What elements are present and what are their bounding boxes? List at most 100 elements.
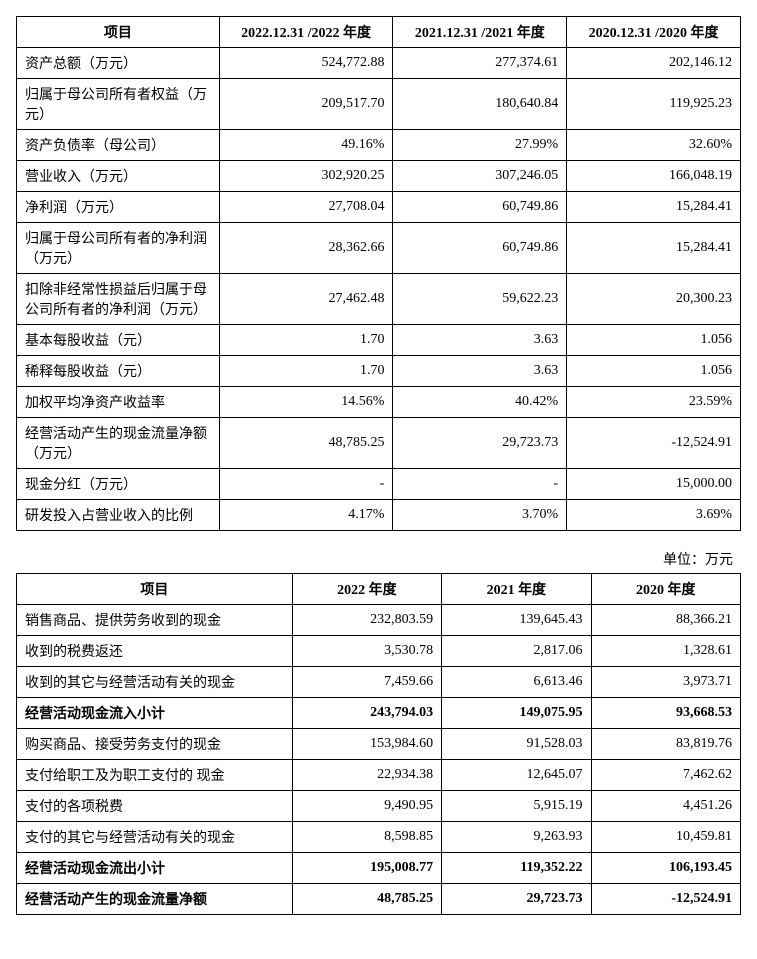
row-value: 14.56%: [219, 387, 393, 418]
row-label: 营业收入（万元）: [17, 161, 220, 192]
row-label: 稀释每股收益（元）: [17, 356, 220, 387]
row-value: 1.70: [219, 325, 393, 356]
table-row: 研发投入占营业收入的比例4.17%3.70%3.69%: [17, 500, 741, 531]
row-value: -: [219, 469, 393, 500]
row-value: 48,785.25: [219, 418, 393, 469]
table-row: 经营活动产生的现金流量净额（万元）48,785.2529,723.73-12,5…: [17, 418, 741, 469]
table1-body: 资产总额（万元）524,772.88277,374.61202,146.12归属…: [17, 48, 741, 531]
row-value: 3.69%: [567, 500, 741, 531]
row-value: 8,598.85: [292, 822, 441, 853]
row-label: 收到的税费返还: [17, 636, 293, 667]
col-header: 2021 年度: [442, 574, 591, 605]
row-value: 149,075.95: [442, 698, 591, 729]
row-value: 40.42%: [393, 387, 567, 418]
row-value: 232,803.59: [292, 605, 441, 636]
row-value: 3.63: [393, 325, 567, 356]
col-header: 项目: [17, 17, 220, 48]
table-row: 扣除非经常性损益后归属于母公司所有者的净利润（万元）27,462.4859,62…: [17, 274, 741, 325]
row-value: 243,794.03: [292, 698, 441, 729]
table-row: 现金分红（万元）--15,000.00: [17, 469, 741, 500]
row-value: 12,645.07: [442, 760, 591, 791]
unit-label: 单位：万元: [16, 549, 733, 569]
table-header-row: 项目 2022 年度 2021 年度 2020 年度: [17, 574, 741, 605]
table-header-row: 项目 2022.12.31 /2022 年度 2021.12.31 /2021 …: [17, 17, 741, 48]
row-value: 106,193.45: [591, 853, 740, 884]
col-header: 2020.12.31 /2020 年度: [567, 17, 741, 48]
row-value: 2,817.06: [442, 636, 591, 667]
table-row: 营业收入（万元）302,920.25307,246.05166,048.19: [17, 161, 741, 192]
row-value: 91,528.03: [442, 729, 591, 760]
table-row: 收到的税费返还3,530.782,817.061,328.61: [17, 636, 741, 667]
row-value: 7,459.66: [292, 667, 441, 698]
row-label: 研发投入占营业收入的比例: [17, 500, 220, 531]
row-label: 销售商品、提供劳务收到的现金: [17, 605, 293, 636]
row-value: 29,723.73: [442, 884, 591, 915]
row-value: 27,708.04: [219, 192, 393, 223]
row-label: 经营活动现金流入小计: [17, 698, 293, 729]
row-value: 7,462.62: [591, 760, 740, 791]
row-value: -: [393, 469, 567, 500]
row-label: 经营活动产生的现金流量净额（万元）: [17, 418, 220, 469]
row-value: 302,920.25: [219, 161, 393, 192]
row-value: 4,451.26: [591, 791, 740, 822]
table-row: 支付的各项税费9,490.955,915.194,451.26: [17, 791, 741, 822]
row-value: 180,640.84: [393, 79, 567, 130]
row-label: 经营活动现金流出小计: [17, 853, 293, 884]
row-value: 202,146.12: [567, 48, 741, 79]
row-value: 1.056: [567, 325, 741, 356]
row-value: 15,000.00: [567, 469, 741, 500]
table2-body: 销售商品、提供劳务收到的现金232,803.59139,645.4388,366…: [17, 605, 741, 915]
table-row: 购买商品、接受劳务支付的现金153,984.6091,528.0383,819.…: [17, 729, 741, 760]
row-value: 88,366.21: [591, 605, 740, 636]
row-value: 1,328.61: [591, 636, 740, 667]
financial-summary-table: 项目 2022.12.31 /2022 年度 2021.12.31 /2021 …: [16, 16, 741, 531]
row-label: 购买商品、接受劳务支付的现金: [17, 729, 293, 760]
row-value: 153,984.60: [292, 729, 441, 760]
row-value: 60,749.86: [393, 223, 567, 274]
row-label: 资产负债率（母公司）: [17, 130, 220, 161]
row-value: 83,819.76: [591, 729, 740, 760]
table-row: 经营活动产生的现金流量净额48,785.2529,723.73-12,524.9…: [17, 884, 741, 915]
row-value: 48,785.25: [292, 884, 441, 915]
row-value: 27,462.48: [219, 274, 393, 325]
row-value: 307,246.05: [393, 161, 567, 192]
row-value: 9,490.95: [292, 791, 441, 822]
row-value: 139,645.43: [442, 605, 591, 636]
cash-flow-table: 项目 2022 年度 2021 年度 2020 年度 销售商品、提供劳务收到的现…: [16, 573, 741, 915]
col-header: 2020 年度: [591, 574, 740, 605]
row-value: 15,284.41: [567, 223, 741, 274]
row-value: 29,723.73: [393, 418, 567, 469]
row-label: 支付给职工及为职工支付的 现金: [17, 760, 293, 791]
row-value: 209,517.70: [219, 79, 393, 130]
table-row: 归属于母公司所有者权益（万元）209,517.70180,640.84119,9…: [17, 79, 741, 130]
table-row: 资产总额（万元）524,772.88277,374.61202,146.12: [17, 48, 741, 79]
row-value: 277,374.61: [393, 48, 567, 79]
row-value: 6,613.46: [442, 667, 591, 698]
row-value: 22,934.38: [292, 760, 441, 791]
row-label: 经营活动产生的现金流量净额: [17, 884, 293, 915]
row-label: 支付的其它与经营活动有关的现金: [17, 822, 293, 853]
table-row: 收到的其它与经营活动有关的现金7,459.666,613.463,973.71: [17, 667, 741, 698]
row-value: 3,973.71: [591, 667, 740, 698]
row-value: 9,263.93: [442, 822, 591, 853]
table-row: 支付给职工及为职工支付的 现金22,934.3812,645.077,462.6…: [17, 760, 741, 791]
table-row: 基本每股收益（元）1.703.631.056: [17, 325, 741, 356]
row-value: 93,668.53: [591, 698, 740, 729]
table-row: 经营活动现金流入小计243,794.03149,075.9593,668.53: [17, 698, 741, 729]
row-value: 166,048.19: [567, 161, 741, 192]
row-value: 3,530.78: [292, 636, 441, 667]
row-value: 119,925.23: [567, 79, 741, 130]
col-header: 2022 年度: [292, 574, 441, 605]
row-value: 3.63: [393, 356, 567, 387]
table-row: 加权平均净资产收益率14.56%40.42%23.59%: [17, 387, 741, 418]
row-value: -12,524.91: [591, 884, 740, 915]
row-value: 5,915.19: [442, 791, 591, 822]
row-label: 归属于母公司所有者权益（万元）: [17, 79, 220, 130]
row-label: 资产总额（万元）: [17, 48, 220, 79]
row-value: 27.99%: [393, 130, 567, 161]
col-header: 2021.12.31 /2021 年度: [393, 17, 567, 48]
row-label: 基本每股收益（元）: [17, 325, 220, 356]
row-label: 支付的各项税费: [17, 791, 293, 822]
table-row: 资产负债率（母公司）49.16%27.99%32.60%: [17, 130, 741, 161]
row-value: 1.70: [219, 356, 393, 387]
